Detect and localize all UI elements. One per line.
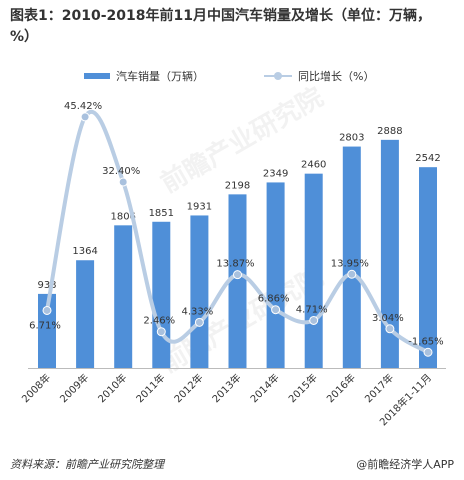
bar-value-label: 2349 [263, 168, 288, 179]
growth-value-label: 4.71% [296, 304, 328, 315]
x-tick-label: 2013年 [209, 371, 243, 405]
growth-point [423, 347, 433, 357]
growth-value-label: 45.42% [64, 101, 102, 112]
bar [419, 167, 437, 368]
bar [190, 215, 209, 368]
x-tick-label: 2016年 [324, 371, 358, 405]
legend-line-swatch [264, 71, 292, 81]
growth-value-label: 13.95% [331, 258, 369, 269]
x-tick-label: 2009年 [57, 371, 91, 405]
chart-plot: 938 1364 1806 1851 1931 2198 2349 2460 2803 2888 2… [19, 101, 446, 428]
bar [380, 139, 399, 368]
growth-value-label: 2.46% [143, 316, 175, 327]
legend-bar-label: 汽车销量（万辆） [116, 70, 204, 83]
bar-value-label: 2198 [225, 180, 250, 191]
bar [152, 221, 171, 368]
growth-point [118, 177, 128, 187]
x-tick-label: 2014年 [247, 371, 281, 405]
growth-value-label: -1.65% [408, 336, 443, 347]
source-note: 资料来源：前瞻产业研究院整理 [10, 458, 164, 471]
bar [114, 225, 133, 368]
x-tick-label: 2015年 [286, 371, 320, 405]
growth-point [80, 112, 90, 122]
bar [266, 182, 285, 368]
bar-value-label: 938 [37, 280, 56, 291]
x-tick-label: 2012年 [171, 371, 205, 405]
growth-value-label: 3.04% [372, 313, 404, 324]
growth-point [42, 305, 52, 315]
bar-value-label: 1806 [110, 211, 135, 222]
legend-bar-swatch [84, 73, 110, 79]
growth-point [385, 324, 395, 334]
growth-point [347, 269, 357, 279]
x-tick-label: 2008年 [19, 371, 53, 405]
growth-point [233, 270, 242, 280]
brand-note: @前瞻经济学人APP [356, 458, 454, 471]
bar-value-label: 1931 [187, 201, 212, 212]
growth-point [271, 305, 281, 315]
bar-value-label: 2542 [415, 153, 440, 164]
x-tick-label: 2017年 [362, 371, 396, 405]
bar-value-label: 2460 [301, 160, 326, 171]
bar [228, 194, 247, 368]
growth-value-label: 6.71% [29, 320, 61, 331]
growth-point [194, 317, 204, 327]
bar-value-label: 1851 [149, 208, 174, 219]
growth-value-label: 13.87% [216, 259, 254, 270]
x-tick-label: 2011年 [133, 371, 167, 405]
growth-value-label: 4.33% [182, 306, 214, 317]
growth-point [156, 327, 166, 337]
bar [38, 293, 56, 368]
legend-item-growth: 同比增长（%） [264, 68, 374, 84]
bar [304, 173, 323, 368]
bar [342, 146, 361, 368]
x-tick-label: 2010年 [95, 371, 129, 405]
legend-line-label: 同比增长（%） [298, 70, 375, 83]
bar-value-label: 1364 [72, 246, 97, 257]
growth-value-label: 32.40% [102, 166, 140, 177]
bar [76, 260, 95, 368]
bar-value-label: 2803 [339, 133, 364, 144]
growth-point [309, 315, 319, 325]
growth-value-label: 6.86% [258, 294, 290, 305]
bar-value-label: 2888 [377, 126, 402, 137]
legend-item-sales: 汽车销量（万辆） [84, 68, 204, 84]
chart-title: 图表1：2010-2018年前11月中国汽车销量及增长（单位：万辆，%） [10, 8, 431, 45]
